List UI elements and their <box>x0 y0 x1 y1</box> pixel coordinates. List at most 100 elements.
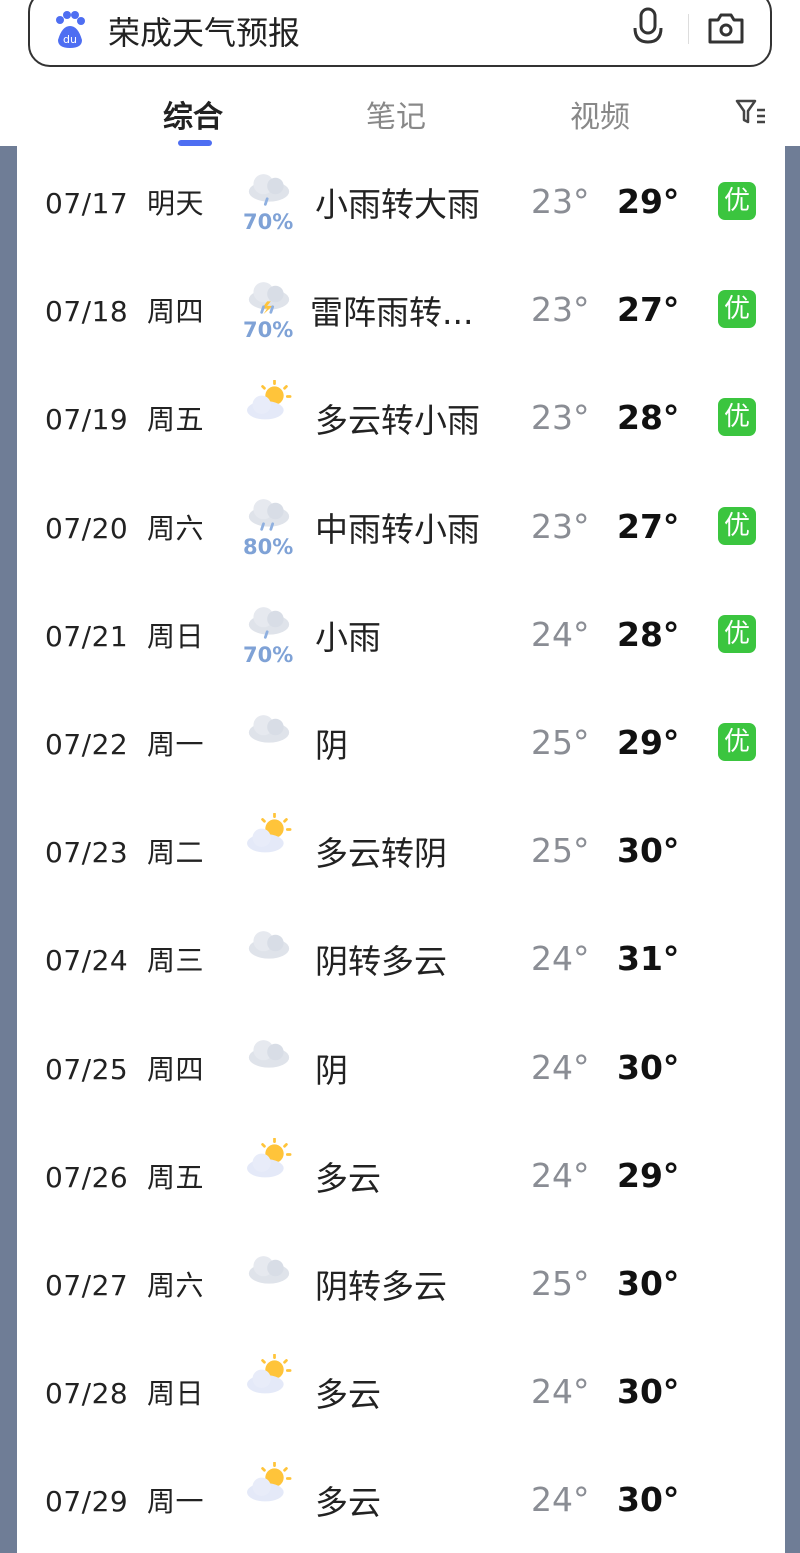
date-label: 07/26 周五 <box>45 1160 205 1194</box>
low-temp: 23° <box>531 398 590 438</box>
weather-description: 多云 <box>315 1375 381 1415</box>
weather-description: 阴 <box>315 1050 348 1090</box>
thunderstorm-icon <box>248 282 290 315</box>
low-temp: 23° <box>531 290 590 330</box>
low-temp: 24° <box>531 614 590 654</box>
date-label: 07/19 周五 <box>45 403 205 437</box>
tab-videos[interactable]: 视频 <box>570 100 630 135</box>
forecast-list: 07/17 明天 70% 小雨转大雨 23° 29° 优 07/18 周四 70% 雷阵雨转..… <box>17 146 785 1553</box>
weather-description: 多云 <box>315 1158 381 1198</box>
date-label: 07/22 周一 <box>45 728 205 761</box>
low-temp: 24° <box>531 1480 590 1520</box>
low-temp: 25° <box>531 723 590 762</box>
divider <box>688 14 689 44</box>
light-rain-icon <box>248 174 290 206</box>
date-label: 07/21 周日 <box>45 619 205 653</box>
forecast-row[interactable]: 07/21 周日 70% 小雨 24° 28° 优 <box>17 579 785 687</box>
forecast-row[interactable]: 07/25 周四 阴 24° 30° <box>17 1012 785 1120</box>
active-tab-indicator <box>178 140 212 146</box>
high-temp: 27° <box>617 290 680 330</box>
air-quality-badge: 优 <box>718 723 756 761</box>
moderate-rain-icon <box>248 498 290 531</box>
high-temp: 29° <box>617 723 680 762</box>
low-temp: 25° <box>531 831 590 871</box>
date-label: 07/28 周日 <box>45 1377 205 1411</box>
low-temp: 24° <box>531 939 590 979</box>
high-temp: 27° <box>617 506 680 546</box>
forecast-row[interactable]: 07/23 周二 多云转阴 25° 30° <box>17 795 785 903</box>
weather-description: 中雨转小雨 <box>315 509 480 549</box>
overcast-icon <box>248 1256 290 1284</box>
precipitation-chance: 80% <box>243 534 294 559</box>
weather-description: 小雨 <box>315 617 381 657</box>
high-temp: 28° <box>617 614 680 654</box>
forecast-row[interactable]: 07/22 周一 阴 25° 29° 优 <box>17 687 785 795</box>
baidu-paw-icon: du <box>56 11 85 48</box>
weather-description: 阴转多云 <box>315 1267 447 1306</box>
low-temp: 25° <box>531 1264 590 1303</box>
partly-cloudy-icon <box>247 813 292 853</box>
low-temp: 23° <box>531 182 590 221</box>
low-temp: 24° <box>531 1372 590 1412</box>
air-quality-badge: 优 <box>718 614 756 653</box>
low-temp: 24° <box>531 1155 590 1195</box>
partly-cloudy-icon <box>247 1462 292 1502</box>
tab-notes[interactable]: 笔记 <box>366 100 426 135</box>
date-label: 07/23 周二 <box>45 836 205 870</box>
search-input[interactable]: 荣成天气预报 <box>108 14 301 52</box>
date-label: 07/29 周一 <box>45 1485 205 1519</box>
overcast-icon <box>248 1039 290 1068</box>
forecast-row[interactable]: 07/24 周三 阴转多云 24° 31° <box>17 903 785 1011</box>
date-label: 07/27 周六 <box>45 1269 205 1302</box>
air-quality-badge: 优 <box>718 182 756 220</box>
date-label: 07/24 周三 <box>45 944 205 978</box>
partly-cloudy-icon <box>247 1354 292 1394</box>
high-temp: 30° <box>617 831 680 871</box>
microphone-icon[interactable] <box>630 6 666 50</box>
forecast-row[interactable]: 07/17 明天 70% 小雨转大雨 23° 29° 优 <box>17 146 785 254</box>
high-temp: 31° <box>617 939 680 979</box>
precipitation-chance: 70% <box>243 642 294 667</box>
tab-comprehensive[interactable]: 综合 <box>163 100 223 135</box>
overcast-icon <box>248 715 290 743</box>
forecast-row[interactable]: 07/20 周六 80% 中雨转小雨 23° 27° 优 <box>17 471 785 579</box>
weather-description: 多云 <box>315 1483 381 1523</box>
high-temp: 28° <box>617 398 680 438</box>
weather-description: 多云转阴 <box>315 834 447 874</box>
weather-description: 小雨转大雨 <box>315 185 480 224</box>
date-label: 07/20 周六 <box>45 511 205 545</box>
low-temp: 23° <box>531 506 590 546</box>
date-label: 07/17 明天 <box>45 187 205 220</box>
forecast-row[interactable]: 07/26 周五 多云 24° 29° <box>17 1120 785 1228</box>
filter-icon[interactable] <box>735 98 767 126</box>
high-temp: 29° <box>617 1155 680 1195</box>
partly-cloudy-icon <box>247 380 292 420</box>
air-quality-badge: 优 <box>718 290 756 329</box>
forecast-row[interactable]: 07/28 周日 多云 24° 30° <box>17 1336 785 1444</box>
forecast-row[interactable]: 07/19 周五 多云转小雨 23° 28° 优 <box>17 362 785 470</box>
forecast-row[interactable]: 07/29 周一 多云 24° 30° <box>17 1444 785 1552</box>
camera-icon[interactable] <box>706 10 746 46</box>
search-box[interactable]: du 荣成天气预报 <box>28 0 772 67</box>
partly-cloudy-icon <box>247 1137 292 1178</box>
high-temp: 30° <box>617 1372 680 1412</box>
air-quality-badge: 优 <box>718 398 756 437</box>
high-temp: 30° <box>617 1264 680 1303</box>
weather-description: 雷阵雨转... <box>310 293 474 333</box>
svg-text:du: du <box>63 33 77 46</box>
weather-description: 阴转多云 <box>315 942 447 982</box>
weather-description: 多云转小雨 <box>315 401 480 441</box>
weather-description: 阴 <box>315 726 348 765</box>
precipitation-chance: 70% <box>243 210 294 234</box>
overcast-icon <box>248 931 290 959</box>
forecast-row[interactable]: 07/27 周六 阴转多云 25° 30° <box>17 1228 785 1336</box>
precipitation-chance: 70% <box>243 318 294 343</box>
high-temp: 30° <box>617 1047 680 1087</box>
low-temp: 24° <box>531 1047 590 1087</box>
forecast-row[interactable]: 07/18 周四 70% 雷阵雨转... 23° 27° 优 <box>17 254 785 362</box>
date-label: 07/25 周四 <box>45 1052 205 1086</box>
date-label: 07/18 周四 <box>45 295 205 329</box>
header: du 荣成天气预报 综合 笔记 视频 <box>0 0 800 146</box>
high-temp: 30° <box>617 1480 680 1520</box>
air-quality-badge: 优 <box>718 506 756 545</box>
